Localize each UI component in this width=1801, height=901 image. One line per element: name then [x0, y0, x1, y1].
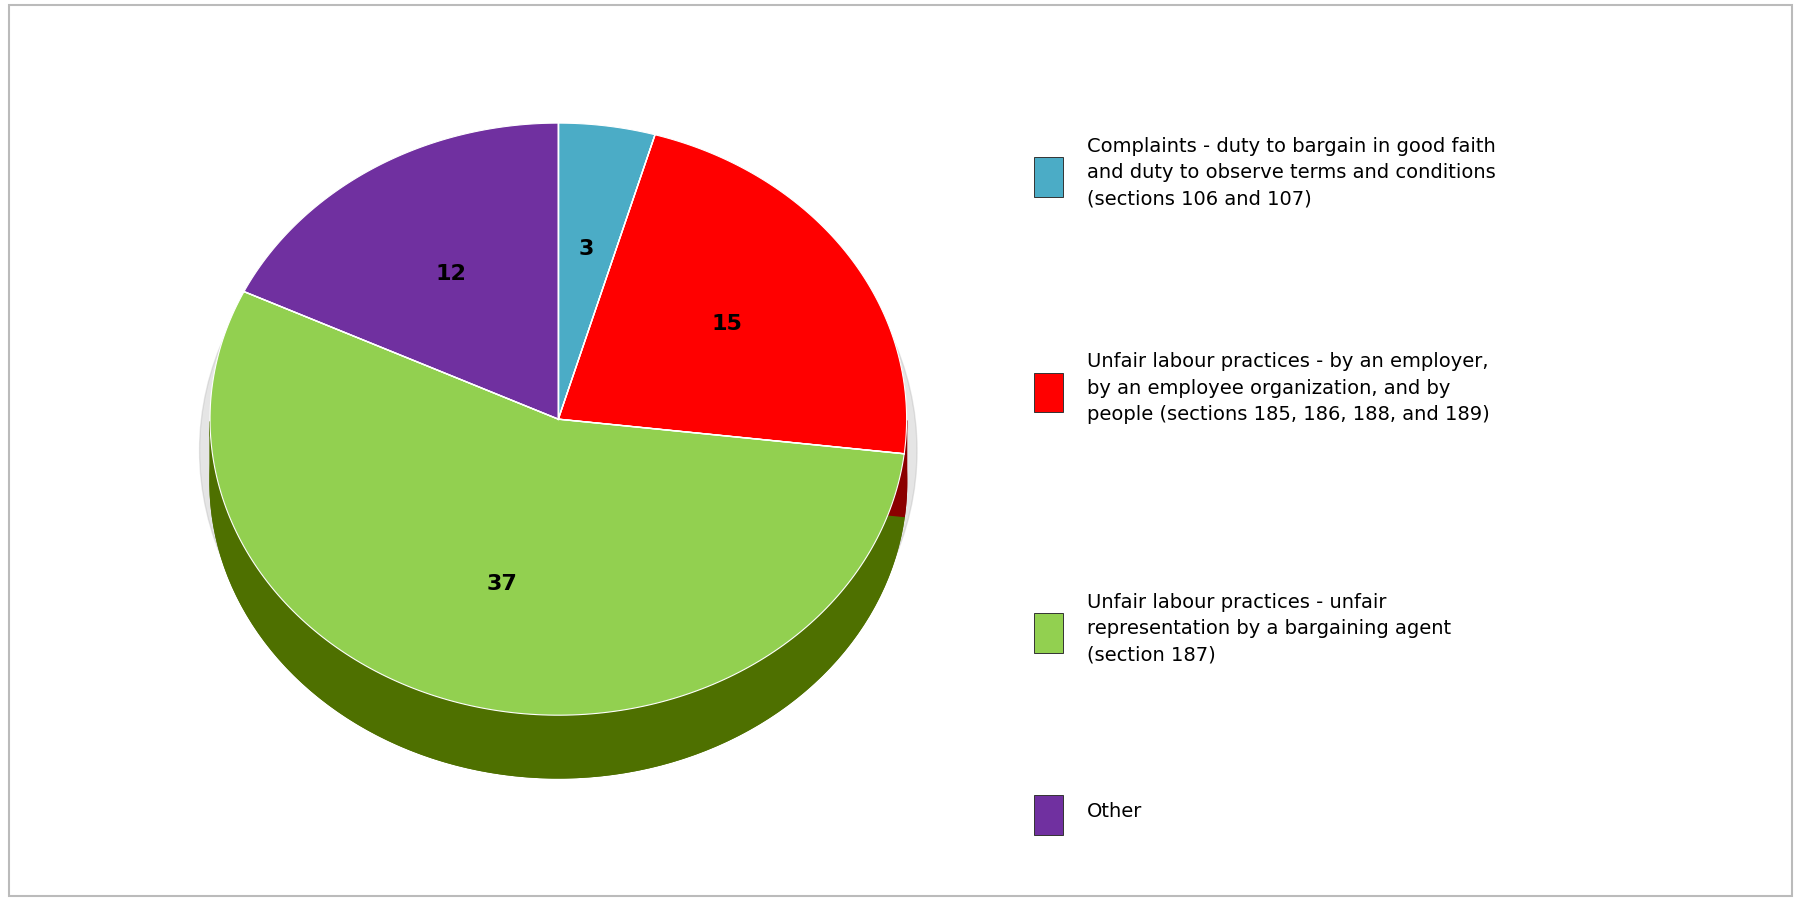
Polygon shape [558, 186, 656, 482]
Text: Other: Other [1088, 802, 1142, 821]
Polygon shape [211, 354, 904, 778]
Text: Complaints - duty to bargain in good faith
and duty to observe terms and conditi: Complaints - duty to bargain in good fai… [1088, 137, 1497, 209]
Polygon shape [558, 123, 656, 419]
FancyBboxPatch shape [1034, 796, 1063, 835]
Text: Unfair labour practices - unfair
representation by a bargaining agent
(section 1: Unfair labour practices - unfair represe… [1088, 593, 1452, 665]
Polygon shape [558, 135, 906, 454]
Polygon shape [211, 292, 904, 715]
FancyBboxPatch shape [1034, 157, 1063, 196]
Polygon shape [211, 422, 904, 778]
Polygon shape [558, 419, 904, 516]
Polygon shape [558, 419, 904, 516]
Polygon shape [243, 186, 558, 482]
Polygon shape [558, 197, 906, 516]
FancyBboxPatch shape [1034, 613, 1063, 652]
Text: 12: 12 [436, 264, 466, 284]
Ellipse shape [200, 140, 917, 761]
Polygon shape [904, 421, 906, 516]
Polygon shape [243, 123, 558, 419]
FancyBboxPatch shape [1034, 373, 1063, 413]
Text: Unfair labour practices - by an employer,
by an employee organization, and by
pe: Unfair labour practices - by an employer… [1088, 352, 1489, 424]
Text: 37: 37 [486, 574, 517, 594]
Text: 15: 15 [711, 314, 742, 334]
Text: 3: 3 [578, 239, 594, 259]
